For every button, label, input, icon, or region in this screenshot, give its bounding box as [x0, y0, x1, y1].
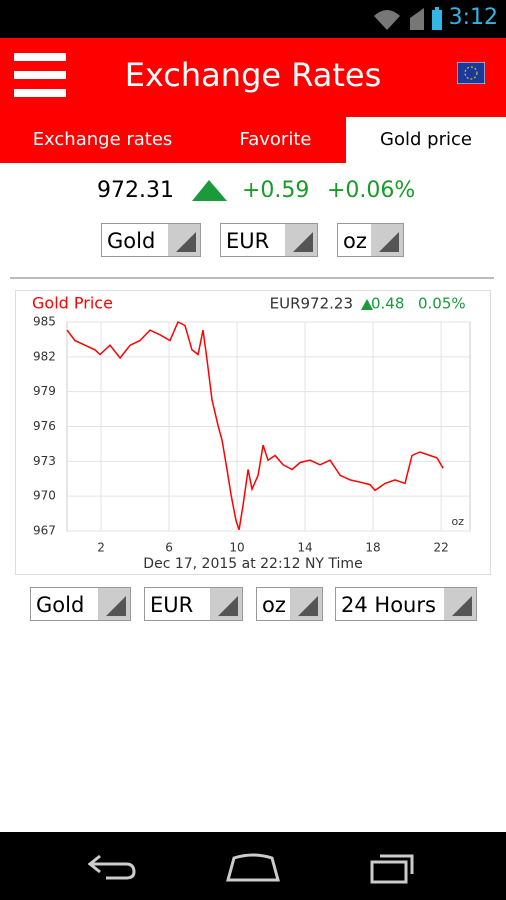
- selector-text: oz: [262, 593, 286, 617]
- x-tick-label: 10: [229, 541, 244, 555]
- app-bar: Exchange Rates: [0, 38, 506, 117]
- chart-frame: [15, 290, 491, 575]
- app-title: Exchange Rates: [124, 56, 382, 94]
- x-tick-label: 2: [97, 541, 105, 555]
- back-button[interactable]: [88, 852, 138, 882]
- menu-button[interactable]: [14, 53, 66, 97]
- x-tick-label: 6: [165, 541, 173, 555]
- clock: 3:12: [448, 5, 498, 30]
- home-button[interactable]: [226, 852, 280, 882]
- y-tick-label: 985: [33, 315, 56, 329]
- dropdown-icon: [444, 588, 476, 620]
- selector[interactable]: Gold: [30, 587, 131, 621]
- nav-bar: [0, 832, 506, 900]
- tab-bar: Exchange rates Favorite Gold price: [0, 117, 506, 163]
- y-tick-label: 982: [33, 349, 56, 363]
- x-tick-label: 18: [365, 541, 380, 555]
- chart-price: EUR972.23: [270, 295, 353, 313]
- y-tick-label: 976: [33, 419, 56, 433]
- currency-flag[interactable]: [457, 62, 485, 84]
- dropdown-icon: [168, 224, 200, 256]
- dropdown-icon: [371, 224, 403, 256]
- unit-label: oz: [451, 515, 464, 528]
- quote-change: +0.59: [242, 178, 310, 203]
- selector-text: Gold: [107, 229, 156, 253]
- recents-button[interactable]: [370, 850, 416, 884]
- quote-change-percent: +0.06%: [327, 178, 416, 203]
- selector[interactable]: EUR: [144, 587, 243, 621]
- dropdown-icon: [285, 224, 317, 256]
- dropdown-icon: [98, 588, 130, 620]
- tab-active[interactable]: Gold price: [346, 117, 506, 163]
- quote-price: 972.31: [97, 178, 174, 203]
- selector-text: 24 Hours: [341, 593, 436, 617]
- y-tick-label: 973: [33, 454, 56, 468]
- y-tick-label: 967: [33, 524, 56, 538]
- chart-change-percent: 0.05%: [418, 295, 466, 313]
- selector-text: Gold: [36, 593, 85, 617]
- selector[interactable]: EUR: [220, 223, 318, 257]
- selector[interactable]: Gold: [101, 223, 201, 257]
- y-tick-label: 970: [33, 489, 56, 503]
- tab[interactable]: Favorite: [239, 129, 312, 150]
- x-tick-label: 14: [297, 541, 312, 555]
- selector[interactable]: oz: [337, 223, 404, 257]
- selector[interactable]: 24 Hours: [335, 587, 477, 621]
- chart: Gold Price EUR972.23 0.48 0.05% oz Dec 1…: [15, 290, 491, 575]
- up-arrow: [192, 180, 227, 201]
- status-bar: 3:12: [0, 0, 506, 38]
- selector-text: EUR: [150, 593, 194, 617]
- chart-title: Gold Price: [32, 294, 113, 313]
- dropdown-icon: [290, 588, 322, 620]
- selector-text: EUR: [226, 229, 270, 253]
- status-icons: [374, 7, 442, 30]
- selector[interactable]: oz: [256, 587, 323, 621]
- price-line: [66, 320, 444, 531]
- selector-text: oz: [343, 229, 367, 253]
- dropdown-icon: [210, 588, 242, 620]
- divider: [10, 277, 494, 279]
- y-tick-label: 979: [33, 384, 56, 398]
- x-tick-label: 22: [433, 541, 448, 555]
- chart-change: 0.48: [371, 295, 404, 313]
- tab[interactable]: Exchange rates: [32, 129, 173, 150]
- up-arrow: [361, 299, 373, 310]
- x-axis-label: Dec 17, 2015 at 22:12 NY Time: [143, 556, 362, 572]
